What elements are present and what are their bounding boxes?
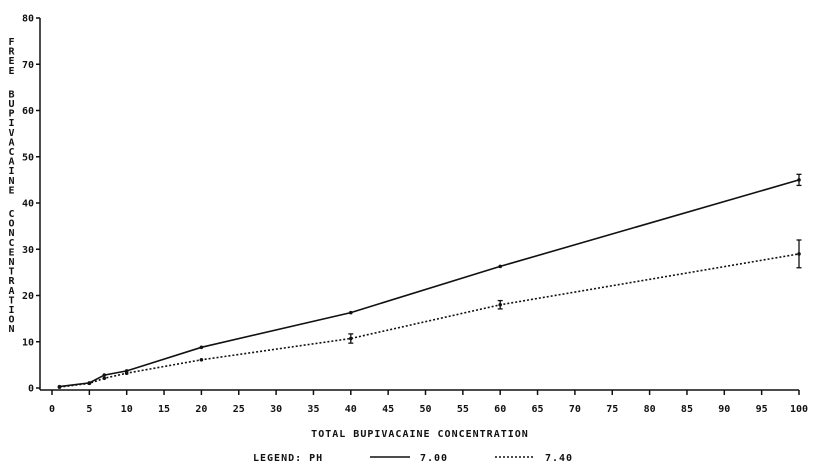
data-point xyxy=(349,310,353,315)
y-tick-label: 60 xyxy=(22,106,34,117)
series-line-1 xyxy=(59,253,800,388)
x-tick-label: 5 xyxy=(86,404,92,415)
x-tick-label: 60 xyxy=(494,404,506,415)
y-tick-label: 40 xyxy=(22,199,34,210)
x-tick-label: 35 xyxy=(307,404,319,415)
y-tick-label: 20 xyxy=(22,291,34,302)
y-tick-label: 70 xyxy=(22,60,34,71)
x-tick-label: 90 xyxy=(718,404,730,415)
legend-title: LEGEND: PH xyxy=(253,453,323,463)
legend-label-ph-7-40: 7.40 xyxy=(545,453,573,463)
data-point xyxy=(199,357,204,362)
x-tick-label: 65 xyxy=(532,404,544,415)
x-tick-label: 100 xyxy=(790,404,808,415)
x-tick-label: 10 xyxy=(121,404,133,415)
x-tick-label: 50 xyxy=(419,404,431,415)
legend: LEGEND: PH 7.00 7.40 xyxy=(253,453,573,463)
x-tick-label: 80 xyxy=(644,404,656,415)
plot-area: 0 10 20 30 40 50 60 70 80 0 5 10 15 20 25 30 35 40 45 50 55… xyxy=(22,14,808,416)
x-tick-label: 45 xyxy=(382,404,394,415)
data-point xyxy=(57,385,62,389)
y-tick-label: 0 xyxy=(28,384,34,395)
y-ticks: 0 10 20 30 40 50 60 70 80 xyxy=(22,14,40,395)
x-tick-label: 75 xyxy=(606,404,618,415)
x-tick-label: 0 xyxy=(49,404,55,415)
x-tick-label: 30 xyxy=(270,404,282,415)
x-tick-label: 85 xyxy=(681,404,693,415)
x-tick-label: 70 xyxy=(569,404,581,415)
legend-label-ph-7-00: 7.00 xyxy=(420,453,448,463)
data-point xyxy=(124,371,129,376)
x-tick-label: 55 xyxy=(457,404,469,415)
x-tick-label: 15 xyxy=(158,404,170,415)
data-point xyxy=(498,264,503,269)
data-point xyxy=(102,373,107,377)
series-layer xyxy=(57,173,802,389)
x-tick-label: 95 xyxy=(756,404,768,415)
series-line-0 xyxy=(59,179,800,388)
x-axis-title: TOTAL BUPIVACAINE CONCENTRATION xyxy=(311,429,529,440)
x-tick-label: 40 xyxy=(345,404,357,415)
y-tick-label: 80 xyxy=(22,14,34,25)
y-tick-label: 30 xyxy=(22,245,34,256)
data-point xyxy=(102,376,107,381)
x-tick-label: 25 xyxy=(233,404,245,415)
x-ticks: 0 5 10 15 20 25 30 35 40 45 50 55 60 65 70 75 80 85 90 95 10… xyxy=(49,390,808,415)
x-tick-label: 20 xyxy=(195,404,207,415)
data-point xyxy=(199,345,204,350)
y-tick-label: 10 xyxy=(22,337,34,348)
y-tick-label: 50 xyxy=(22,152,34,163)
data-point xyxy=(87,381,92,386)
